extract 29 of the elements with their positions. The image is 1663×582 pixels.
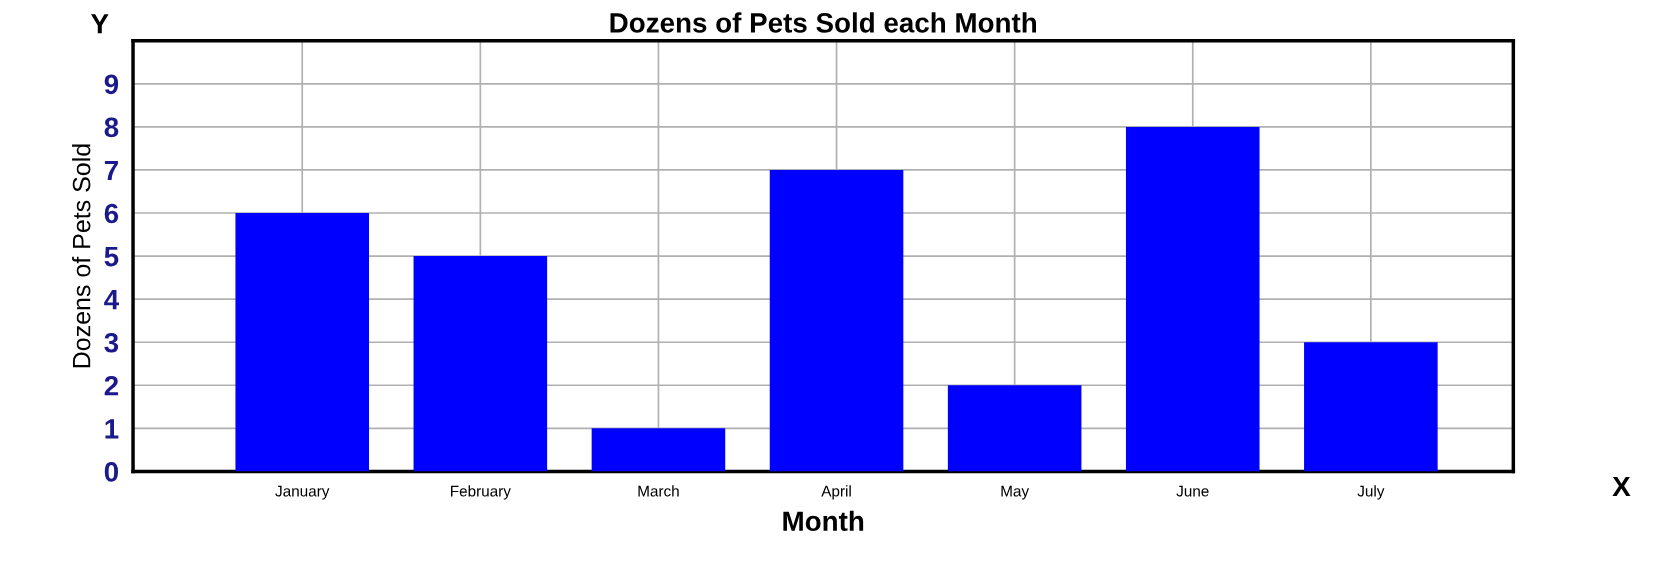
bar (947, 385, 1082, 472)
y-tick-label: 6 (104, 203, 119, 224)
y-tick-label: 3 (104, 332, 119, 353)
y-axis-title: Dozens of Pets Sold (72, 144, 91, 368)
bar (1304, 342, 1438, 472)
y-tick-label: 5 (104, 247, 119, 267)
x-tick-label: May (1001, 485, 1030, 500)
y-tick-label: 9 (104, 74, 119, 95)
x-tick-label: June (1176, 485, 1209, 497)
y-tick-label: 8 (104, 117, 119, 138)
x-tick-label: February (451, 485, 511, 500)
bar (413, 256, 548, 472)
y-tick-label: 4 (104, 290, 119, 310)
y-tick-label: 0 (104, 462, 119, 482)
x-tick-label: March (638, 485, 679, 497)
y-tick-label: 2 (104, 375, 119, 396)
chart-title: Dozens of Pets Sold each Month (610, 12, 1037, 33)
x-tick-label: January (275, 485, 330, 500)
x-tick-label: July (1357, 485, 1385, 500)
x-tick-label: April (821, 485, 851, 500)
x-axis-title: Month (783, 510, 864, 532)
text: Y (90, 14, 109, 34)
bar (1125, 126, 1260, 472)
bar (591, 428, 726, 472)
y-tick-label: 1 (105, 419, 119, 439)
text: X (1612, 476, 1631, 497)
bar (769, 169, 904, 472)
bar (235, 213, 370, 472)
y-tick-label: 7 (104, 160, 118, 181)
